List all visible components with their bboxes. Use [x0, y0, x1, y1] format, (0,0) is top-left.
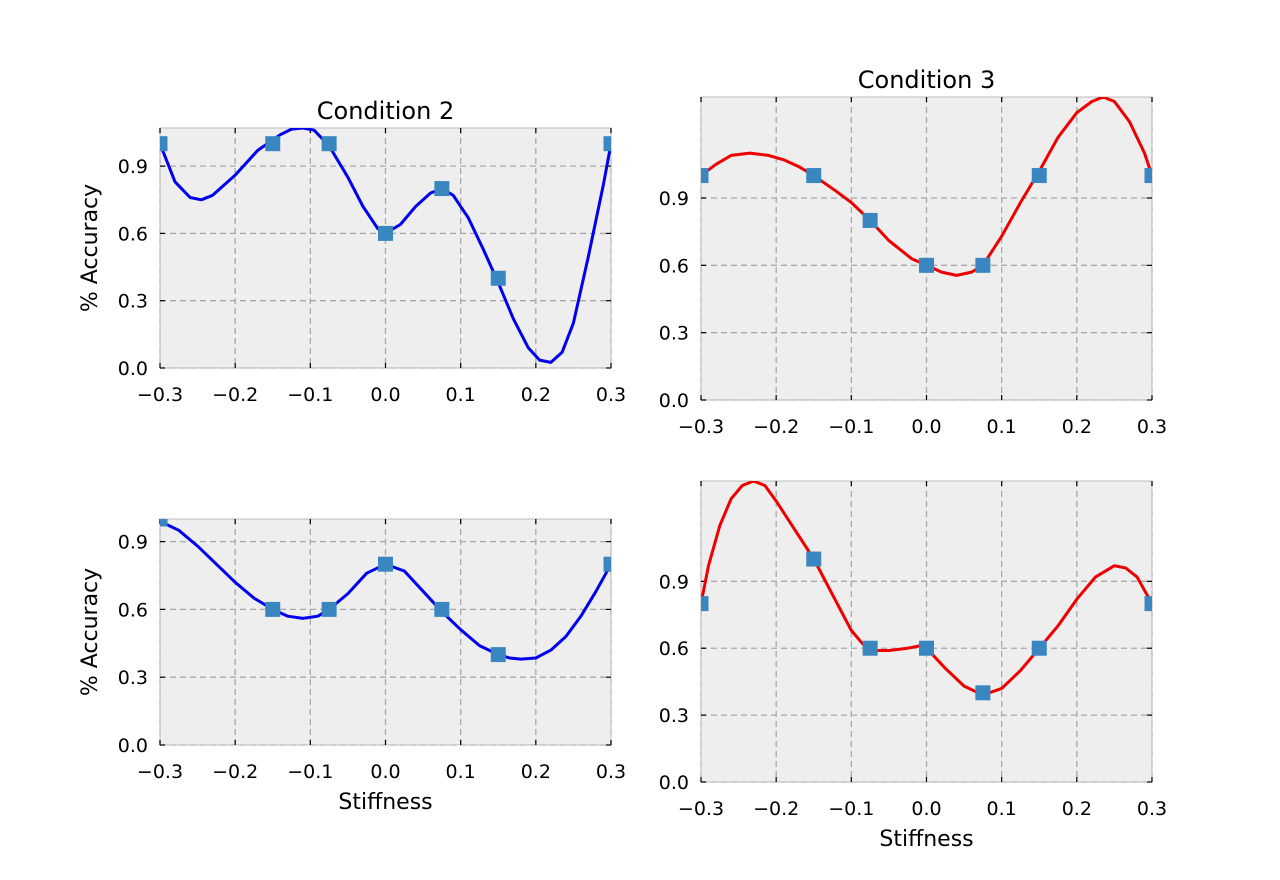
data-point — [919, 640, 934, 656]
data-point — [806, 168, 822, 184]
x-tick-label: −0.3 — [137, 384, 183, 406]
y-tick-label: 0.6 — [118, 599, 148, 621]
x-tick-label: 0.1 — [446, 384, 476, 406]
data-point — [434, 601, 450, 617]
y-tick-label: 0.9 — [118, 532, 148, 554]
chart-title: Condition 3 — [858, 66, 995, 94]
subplot-1: −0.3 −0.2 −0.1 0.0 0.1 0.2 0.3 0.0 0.3 0.6 0.9 Cond… — [78, 97, 626, 406]
x-tick-label: −0.1 — [828, 798, 874, 820]
data-point — [321, 136, 337, 152]
y-tick-label: 0.6 — [118, 223, 148, 245]
data-point — [701, 596, 709, 612]
y-tick-label: 0.6 — [659, 255, 689, 277]
y-tick-label: 0.3 — [118, 291, 148, 313]
x-tick-label: 0.3 — [1137, 416, 1167, 438]
data-point — [160, 136, 168, 152]
y-tick-label: 0.9 — [118, 156, 148, 178]
x-tick-label: 0.3 — [596, 384, 626, 406]
data-point — [378, 225, 393, 241]
y-tick-label: 0.0 — [118, 735, 148, 757]
data-point — [321, 601, 337, 617]
data-point — [490, 270, 506, 286]
x-tick-label: −0.3 — [678, 798, 724, 820]
x-tick-label: −0.2 — [212, 761, 258, 783]
x-tick-label: 0.0 — [370, 384, 400, 406]
data-point — [975, 685, 991, 701]
x-tick-label: 0.2 — [521, 761, 551, 783]
x-tick-label: −0.1 — [287, 384, 333, 406]
x-tick-label: 0.2 — [1062, 798, 1092, 820]
data-point — [265, 601, 281, 617]
x-tick-label: −0.3 — [137, 761, 183, 783]
data-point — [919, 257, 934, 273]
y-tick-label: 0.0 — [659, 390, 689, 412]
data-point — [701, 168, 709, 184]
y-tick-label: 0.3 — [659, 323, 689, 345]
data-point — [1144, 596, 1152, 612]
chart-title: Condition 2 — [317, 97, 454, 125]
y-tick-label: 0.0 — [659, 772, 689, 794]
x-tick-label: −0.2 — [212, 384, 258, 406]
y-tick-label: 0.6 — [659, 638, 689, 660]
data-point — [1144, 168, 1152, 184]
x-tick-label: 0.1 — [987, 798, 1017, 820]
y-tick-label: 0.9 — [659, 571, 689, 593]
fit-curve — [701, 97, 1152, 277]
x-tick-label: 0.0 — [370, 761, 400, 783]
y-tick-label: 0.9 — [659, 188, 689, 210]
x-axis-label: Stiffness — [879, 827, 973, 852]
subplot-3: −0.3 −0.2 −0.1 0.0 0.1 0.2 0.3 0.0 0.3 0.6 0.9 Stif… — [78, 518, 626, 815]
x-tick-label: 0.3 — [1137, 798, 1167, 820]
x-tick-label: −0.1 — [287, 761, 333, 783]
fit-curve — [160, 519, 611, 661]
x-tick-label: 0.1 — [987, 416, 1017, 438]
data-point — [1031, 640, 1047, 656]
x-tick-label: 0.0 — [911, 416, 941, 438]
fit-curve — [701, 481, 1152, 697]
x-tick-label: 0.1 — [446, 761, 476, 783]
y-tick-label: 0.0 — [118, 358, 148, 380]
y-tick-label: 0.3 — [118, 667, 148, 689]
data-point — [603, 556, 611, 572]
data-point — [490, 647, 506, 663]
data-point — [265, 136, 281, 152]
x-tick-label: −0.2 — [753, 416, 799, 438]
x-tick-label: 0.0 — [911, 798, 941, 820]
x-axis-label: Stiffness — [338, 790, 432, 815]
subplot-4: −0.3 −0.2 −0.1 0.0 0.1 0.2 0.3 0.0 0.3 0.6 0.9 Stif… — [659, 480, 1167, 852]
data-point — [806, 551, 822, 567]
x-tick-label: 0.2 — [1062, 416, 1092, 438]
data-point — [160, 519, 168, 527]
subplot-2: −0.3 −0.2 −0.1 0.0 0.1 0.2 0.3 0.0 0.3 0.6 0.9 Cond… — [659, 66, 1167, 438]
data-point — [1031, 168, 1047, 184]
x-tick-label: −0.1 — [828, 416, 874, 438]
data-point — [975, 257, 991, 273]
data-point — [603, 136, 611, 152]
x-tick-label: 0.2 — [521, 384, 551, 406]
fit-curve — [160, 128, 611, 364]
x-tick-label: −0.3 — [678, 416, 724, 438]
data-point — [434, 181, 450, 197]
x-tick-label: 0.3 — [596, 761, 626, 783]
y-axis-label: % Accuracy — [78, 568, 103, 696]
data-point — [378, 556, 393, 572]
y-axis-label: % Accuracy — [78, 184, 103, 312]
data-point — [862, 640, 878, 656]
x-tick-label: −0.2 — [753, 798, 799, 820]
data-point — [862, 212, 878, 228]
y-tick-label: 0.3 — [659, 705, 689, 727]
